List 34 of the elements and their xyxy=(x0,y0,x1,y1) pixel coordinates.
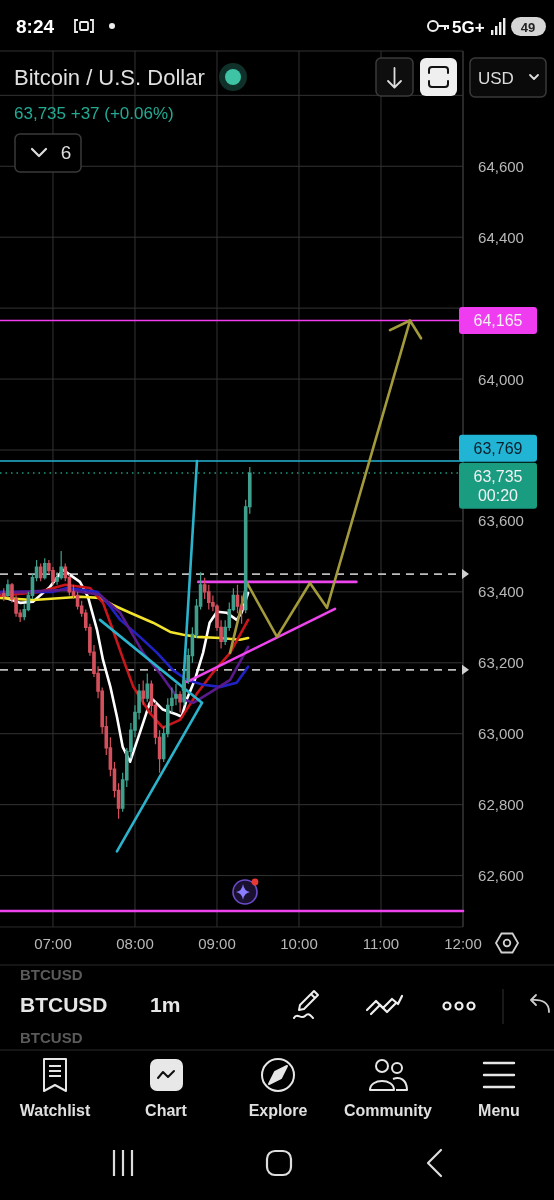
x-tick-label: 11:00 xyxy=(362,934,400,952)
y-tick-label: 64,600 xyxy=(478,157,524,175)
text: 1m xyxy=(150,993,181,1016)
annotation: 6 xyxy=(60,142,72,163)
text: BTCUSD xyxy=(20,966,83,983)
y-tick-label: 63,200 xyxy=(478,654,524,672)
text: 8:24 xyxy=(16,16,55,37)
text: Watchlist xyxy=(19,1102,91,1119)
text: Menu xyxy=(478,1102,520,1119)
y-tick-label: 63,600 xyxy=(478,512,524,530)
x-tick-label: 08:00 xyxy=(116,934,154,952)
y-tick-label: 63,400 xyxy=(478,583,524,601)
y-tick-label: 62,600 xyxy=(478,867,524,885)
text: 5G+ xyxy=(452,18,485,37)
y-tick-label: 62,800 xyxy=(478,796,524,814)
text: 49 xyxy=(520,20,536,35)
x-tick-label: 09:00 xyxy=(198,934,236,952)
text: USD xyxy=(478,69,514,88)
y-tick-label: 64,400 xyxy=(478,228,524,246)
y-tick-label: 64,000 xyxy=(478,370,524,388)
y-tick-label: 63,000 xyxy=(478,725,524,743)
x-tick-label: 07:00 xyxy=(34,934,72,952)
x-tick-label: 10:00 xyxy=(280,934,318,952)
text: 63,735 +37 (+0.06%) xyxy=(14,103,174,123)
text: BTCUSD xyxy=(20,993,108,1016)
text: BTCUSD xyxy=(20,1029,83,1046)
text: Bitcoin / U.S. Dollar xyxy=(14,64,205,90)
text: Community xyxy=(344,1102,433,1119)
text: Chart xyxy=(145,1102,188,1119)
x-tick-label: 12:00 xyxy=(444,934,482,952)
ref-line-label: 63,769 xyxy=(473,439,523,457)
ref-line-label: 64,165 xyxy=(473,312,523,330)
ref-line-label: 63,735 00:20 xyxy=(473,467,523,504)
text: Explore xyxy=(248,1102,308,1119)
